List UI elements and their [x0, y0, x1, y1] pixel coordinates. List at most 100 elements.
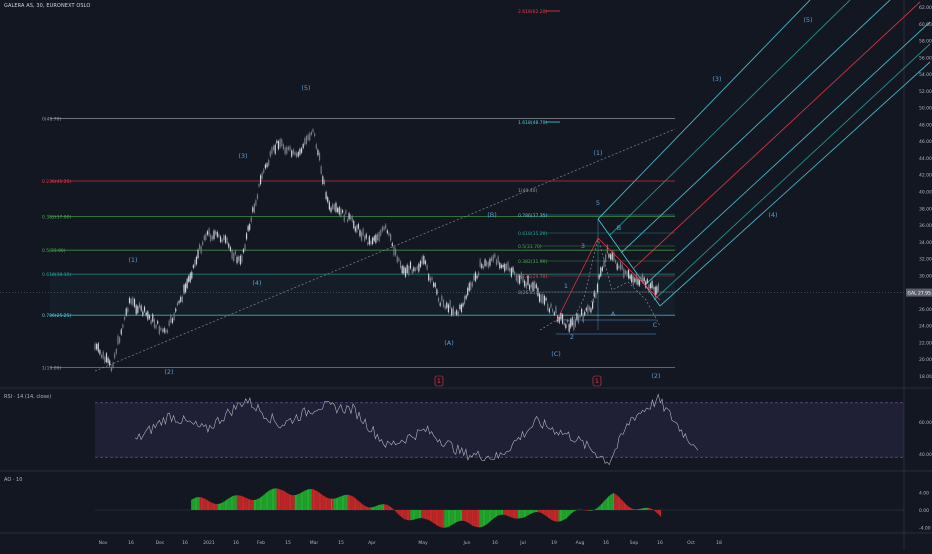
candle-body [642, 274, 643, 282]
ao-bar [625, 504, 626, 510]
ao-bar [559, 510, 560, 522]
candle-body [369, 236, 370, 244]
ao-bar [404, 510, 405, 519]
ao-bar [437, 510, 438, 526]
candle-body [347, 220, 348, 222]
ao-bar [435, 510, 436, 524]
ao-bar [586, 510, 587, 511]
candle-body [215, 231, 216, 234]
ao-bar [216, 504, 217, 510]
ao-bar [366, 507, 367, 510]
ao-bar [227, 499, 228, 510]
ao-bar [342, 496, 343, 510]
ao-bar [615, 495, 616, 510]
candle-body [417, 267, 418, 270]
ao-bar [426, 510, 427, 519]
candle-body [405, 268, 406, 276]
ao-bar [482, 510, 483, 527]
candle-body [549, 309, 550, 313]
ao-bar [401, 510, 402, 517]
candle-body [570, 319, 571, 327]
ao-bar [455, 510, 456, 523]
ao-bar [262, 496, 263, 510]
ao-bar [204, 499, 205, 510]
ao-bar [412, 510, 413, 520]
ao-bar [315, 490, 316, 510]
ao-bar [515, 510, 516, 519]
wave-label: 1 [564, 282, 568, 290]
candle-body [382, 227, 383, 232]
ao-bar [314, 490, 315, 510]
ao-bar [308, 489, 309, 510]
ao-bar [389, 506, 390, 510]
ao-bar [462, 510, 463, 521]
ao-bar [467, 510, 468, 522]
time-tick-label: 15 [285, 540, 291, 546]
ao-bar [290, 495, 291, 510]
candle-body [501, 265, 502, 268]
ao-bar [525, 510, 526, 517]
ao-bar [472, 510, 473, 526]
ao-bar [345, 495, 346, 510]
ao-bar [310, 489, 311, 510]
ao-bar [530, 510, 531, 514]
rsi-tick-label: 60.00 [919, 420, 932, 426]
ao-bar [410, 510, 411, 520]
ao-bar [224, 501, 225, 510]
candle-body [144, 307, 145, 312]
candle-body [526, 283, 527, 288]
fib-level-label: 1(19.00) [42, 366, 62, 372]
ao-bar [547, 510, 548, 517]
ao-bar [260, 497, 261, 510]
ao-bar [520, 510, 521, 518]
ao-bar [508, 510, 509, 516]
ao-bar [226, 500, 227, 510]
ao-bar [384, 504, 385, 510]
ao-bar [283, 491, 284, 510]
fib-ext-label: 1(40.40) [518, 188, 538, 194]
ao-pane-title: AO · 10 [4, 477, 22, 483]
wave-label: (4) [768, 211, 777, 219]
candle-body [564, 323, 565, 325]
ao-bar [524, 510, 525, 517]
ao-bar [418, 510, 419, 518]
candle-body [658, 284, 659, 291]
price-tick-label: 24.00 [919, 324, 932, 330]
ao-bar [234, 495, 235, 510]
ao-bar [254, 500, 255, 510]
time-tick-label: Dec [156, 540, 165, 546]
ao-bar [219, 504, 220, 510]
ao-bar [551, 510, 552, 520]
ao-bar [503, 510, 504, 515]
candle-body [529, 285, 530, 290]
ao-bar [319, 493, 320, 510]
candle-body [139, 303, 140, 307]
candle-body [335, 203, 336, 212]
ao-bar [425, 510, 426, 519]
ao-bar [536, 510, 537, 512]
time-tick-label: Aug [576, 540, 585, 546]
fib-ext-label: 0.5(33.70) [518, 244, 542, 250]
price-tick-label: 62.00 [919, 5, 932, 11]
candle-body [358, 224, 359, 228]
ao-bar [589, 510, 590, 511]
ao-bar [526, 510, 527, 516]
ao-bar [567, 510, 568, 517]
ao-bar [647, 508, 648, 510]
ao-bar [550, 510, 551, 519]
candle-body [536, 284, 537, 288]
ao-bar [325, 497, 326, 510]
ao-bar [459, 510, 460, 521]
ao-bar [331, 499, 332, 510]
ao-bar [450, 510, 451, 526]
candle-body [157, 321, 158, 323]
wave-label: (2) [651, 372, 660, 380]
ao-bar [215, 504, 216, 510]
ao-bar [371, 507, 372, 510]
candle-body [565, 324, 566, 328]
time-tick-label: 16 [182, 540, 188, 546]
ao-bar [304, 491, 305, 510]
ao-bar [544, 510, 545, 515]
